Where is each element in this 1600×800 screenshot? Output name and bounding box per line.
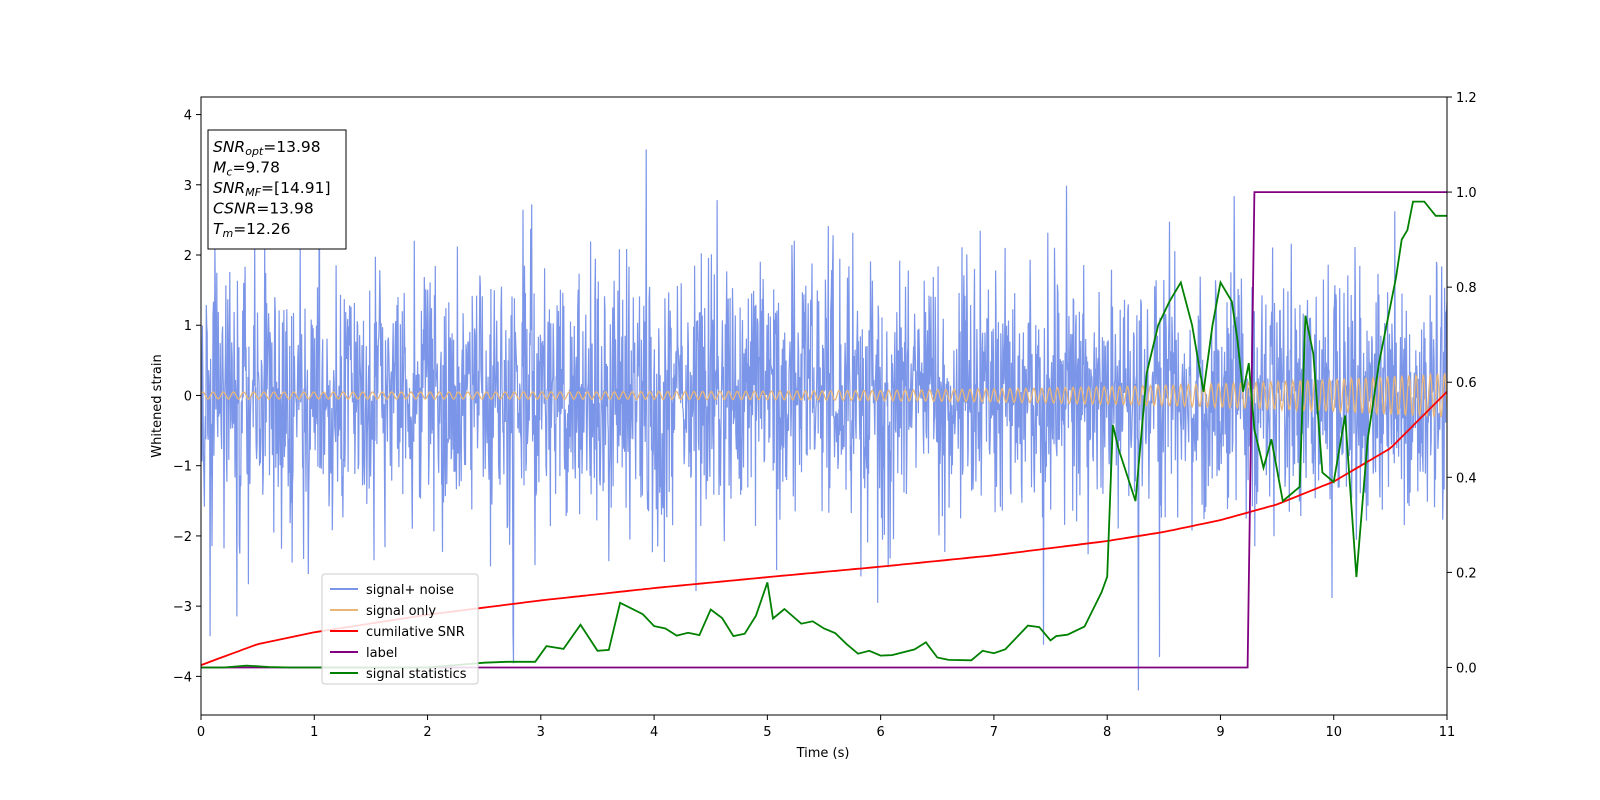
y-right-tick-label: 0.2 (1456, 566, 1477, 581)
y-left-tick-label: 1 (184, 319, 192, 334)
legend-label: signal+ noise (366, 583, 454, 598)
legend-label: cumilative SNR (366, 625, 465, 640)
stats-annotation-box: SNRopt=13.98Mc=9.78SNRMF=[14.91]CSNR=13.… (207, 129, 347, 250)
y-right-tick-label: 0.8 (1456, 281, 1477, 296)
y-right-tick-label: 0.4 (1456, 471, 1477, 486)
annotation-frame (207, 129, 347, 250)
y-left-tick-label: 0 (184, 389, 192, 404)
y-right-tick-label: 0.6 (1456, 376, 1477, 391)
y-axis-left: 4 3 2 1 0 −1 −2 −3 −4 (173, 109, 201, 685)
plot-frame (200, 96, 1448, 716)
y-left-tick-label: −1 (173, 460, 192, 475)
x-tick-label: 1 (310, 725, 318, 740)
y-left-tick-label: 2 (184, 249, 192, 264)
x-tick-label: 11 (1439, 725, 1456, 740)
x-tick-label: 6 (876, 725, 884, 740)
annotation-line: SNRMF=[14.91] (213, 179, 331, 199)
series-signal-statistics-line (201, 200, 1447, 669)
y-right-tick-label: 0.0 (1456, 661, 1477, 676)
legend-label: signal statistics (366, 667, 467, 682)
x-tick-label: 8 (1103, 725, 1111, 740)
x-tick-label: 10 (1325, 725, 1342, 740)
x-axis: 0 1 2 3 4 5 6 7 8 9 10 11 (197, 715, 1455, 740)
y-right-tick-label: 1.0 (1456, 186, 1477, 201)
y-axis-right: 1.2 1.0 0.8 0.6 0.4 0.2 0.0 (1447, 91, 1477, 676)
y-left-tick-label: −2 (173, 530, 192, 545)
annotation-line: SNRopt=13.98 (213, 138, 321, 158)
x-tick-label: 3 (537, 725, 545, 740)
x-tick-label: 2 (423, 725, 431, 740)
y-axis-label: Whitened strain (150, 354, 165, 457)
legend: signal+ noise signal only cumilative SNR la… (321, 573, 479, 685)
annotation-line: Tm=12.26 (213, 220, 291, 240)
y-right-tick-label: 1.2 (1456, 91, 1477, 106)
y-left-tick-label: 3 (184, 179, 192, 194)
x-tick-label: 0 (197, 725, 205, 740)
legend-frame (321, 573, 479, 685)
series-label-line (201, 191, 1447, 669)
annotation-line: CSNR=13.98 (213, 200, 314, 218)
x-tick-label: 5 (763, 725, 771, 740)
x-tick-label: 4 (650, 725, 658, 740)
annotation-line: Mc=9.78 (213, 159, 280, 179)
legend-label: label (366, 646, 397, 661)
y-left-tick-label: −4 (173, 670, 192, 685)
x-tick-label: 9 (1216, 725, 1224, 740)
legend-label: signal only (366, 604, 436, 619)
x-axis-label: Time (s) (796, 746, 850, 761)
y-left-tick-label: −3 (173, 600, 192, 615)
x-tick-label: 7 (990, 725, 998, 740)
series-signal-only-line (201, 372, 1447, 418)
series-signal-noise-line (201, 142, 1447, 691)
y-left-tick-label: 4 (184, 109, 192, 124)
